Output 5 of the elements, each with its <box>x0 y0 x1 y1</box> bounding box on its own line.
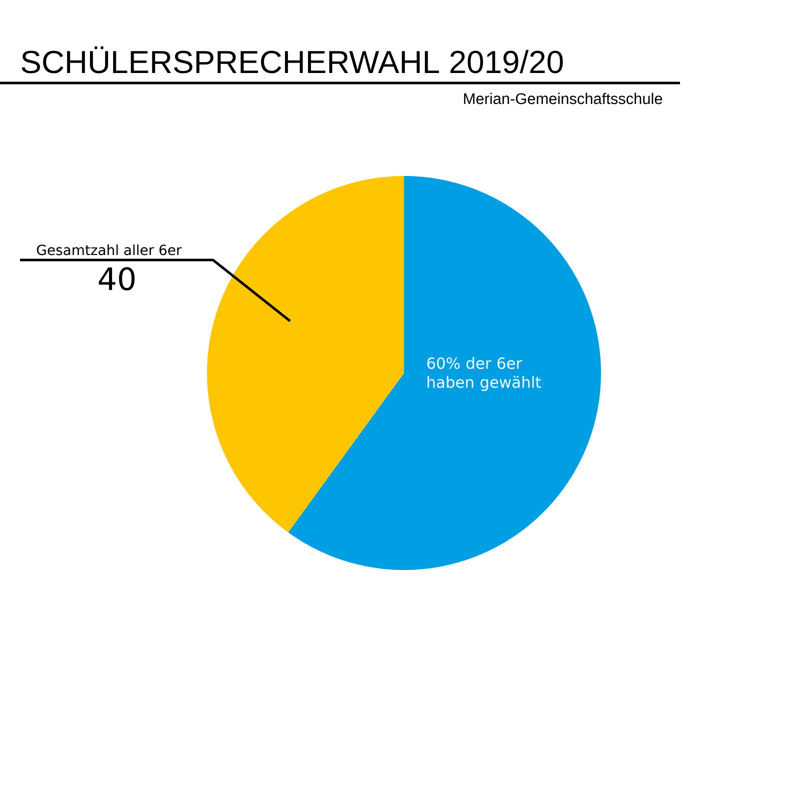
slice-label: 60% der 6er haben gewählt <box>427 357 541 391</box>
chart-title: SCHÜLERSPRECHERWAHL 2019/20 <box>22 46 563 74</box>
text: Gesamtzahl aller 6er <box>36 244 182 256</box>
text: 40 <box>98 267 135 290</box>
chart-subtitle: Merian-Gemeinschaftsschule <box>464 92 662 104</box>
